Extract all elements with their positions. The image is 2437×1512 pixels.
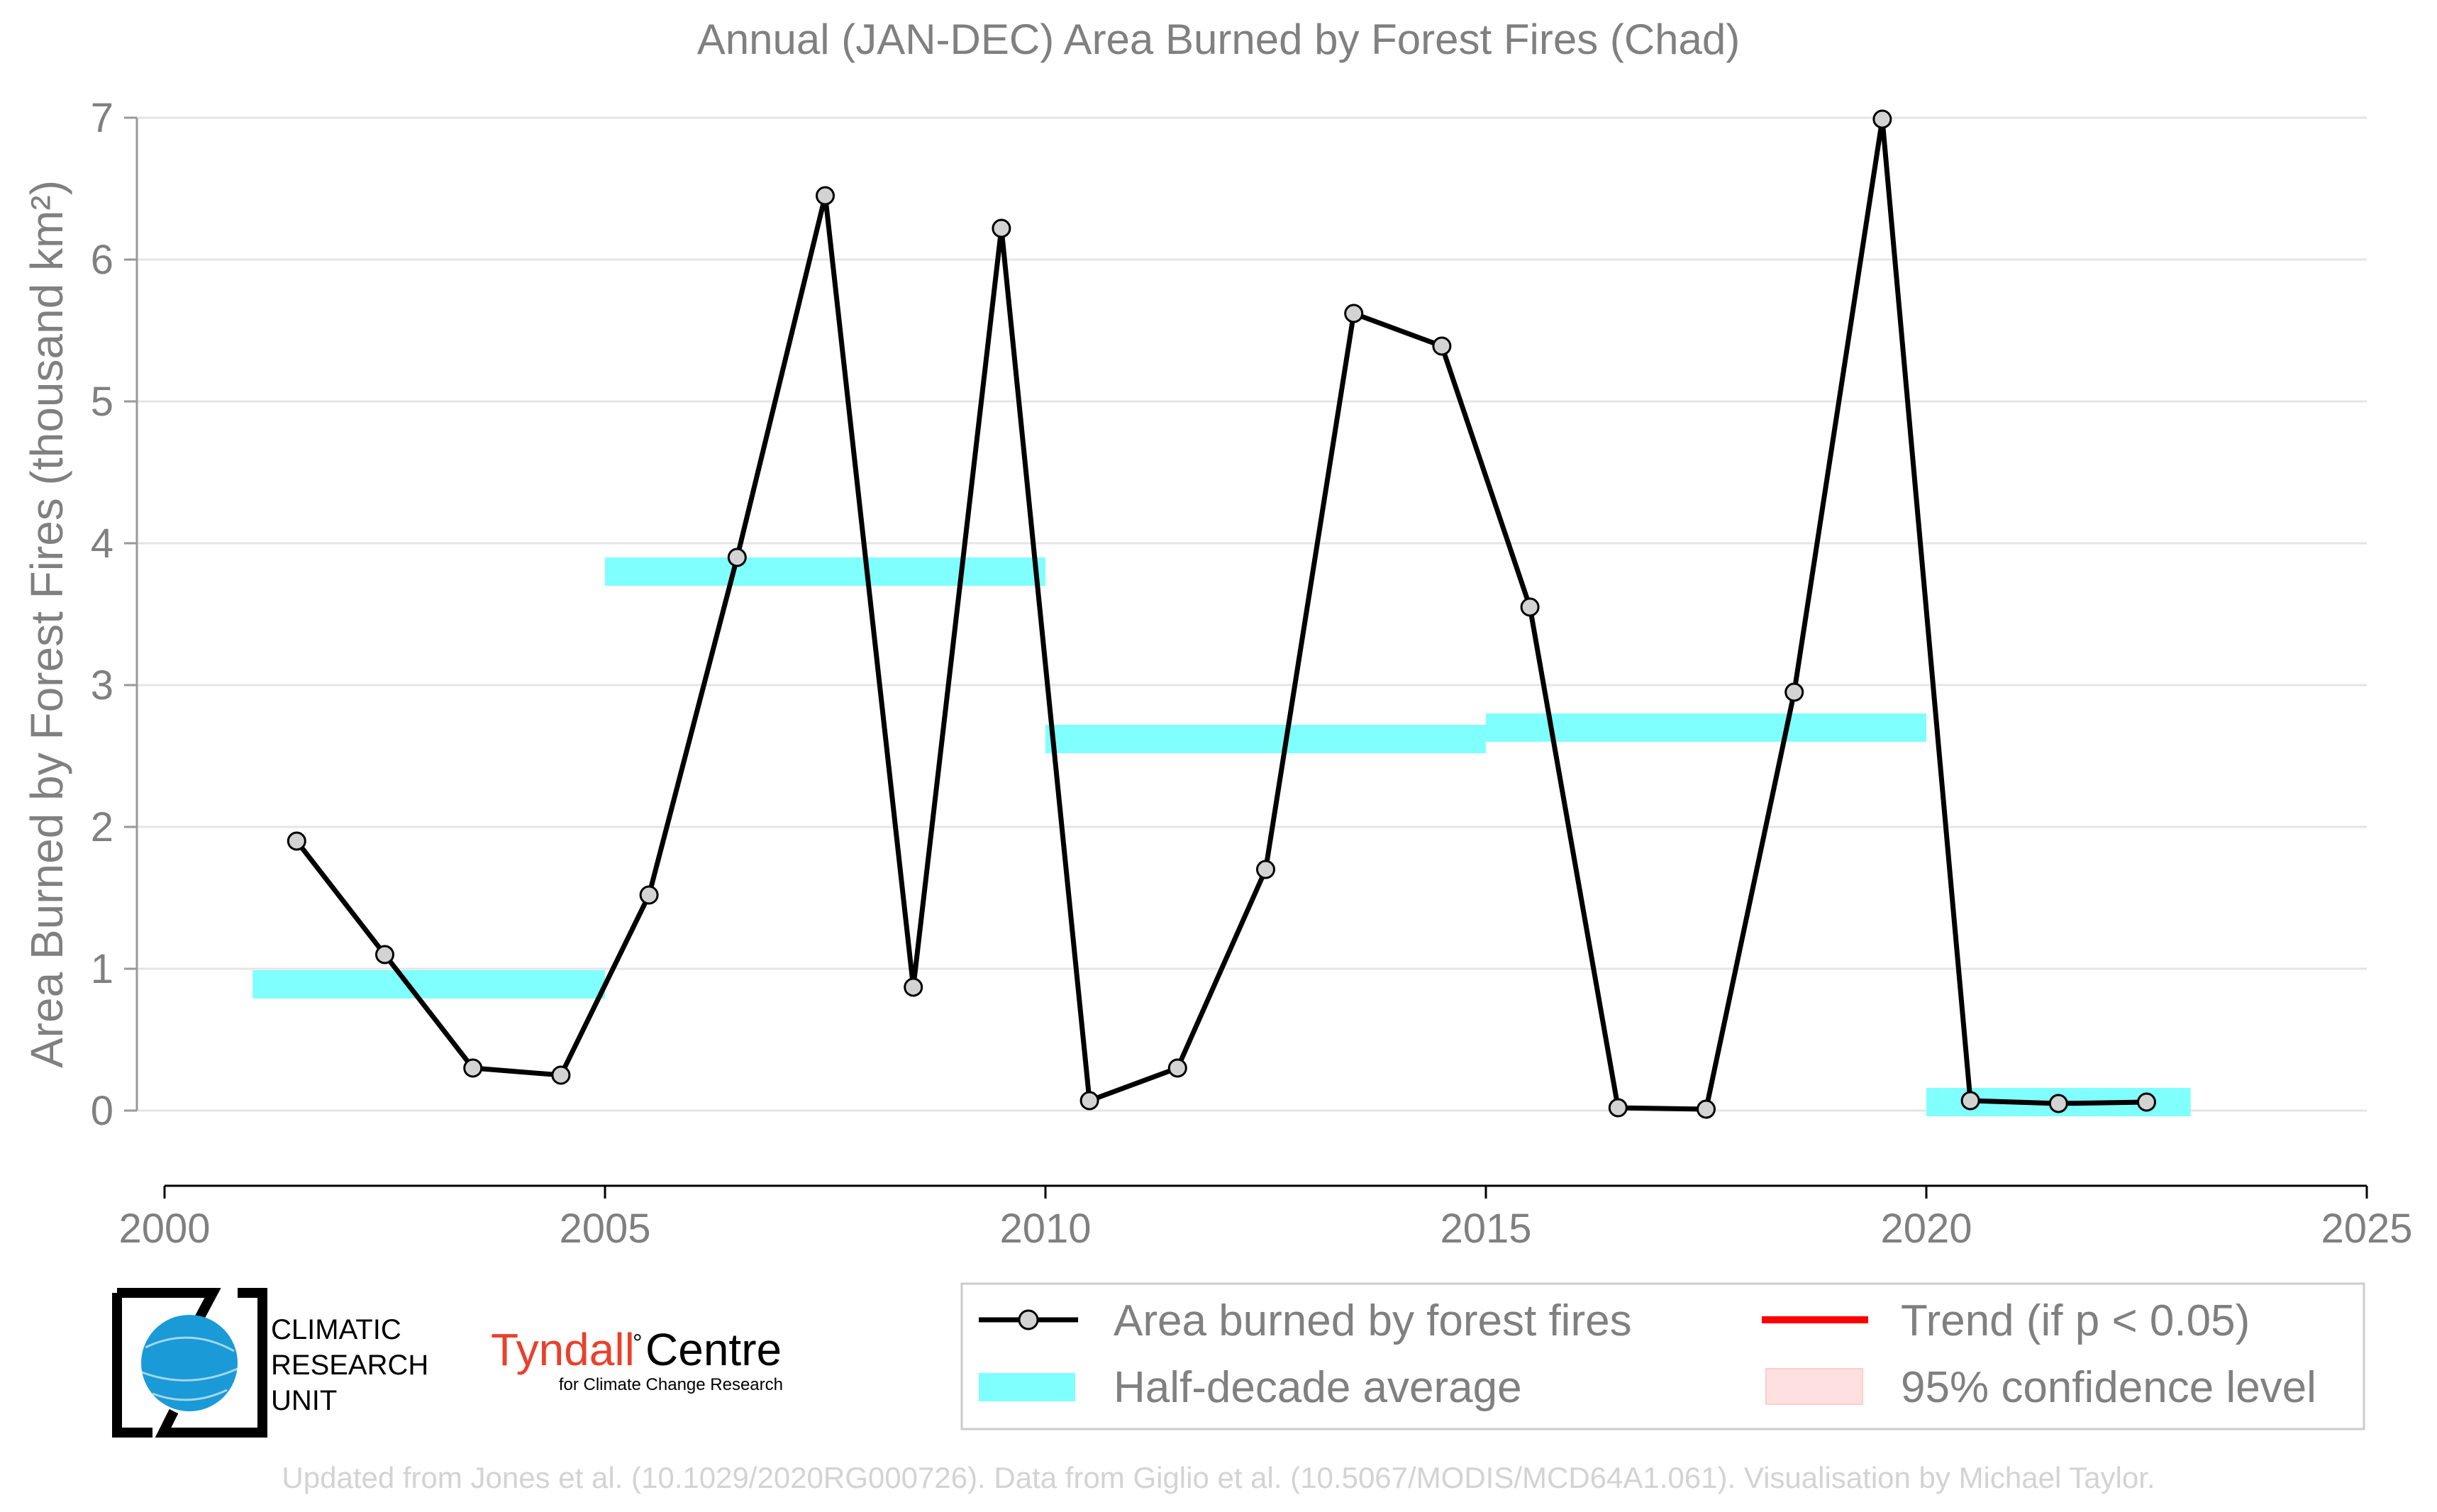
data-point-14 bbox=[1520, 597, 1540, 617]
data-point-3 bbox=[551, 1065, 571, 1085]
half-decade-bar-1 bbox=[605, 557, 1045, 586]
legend-label-half-decade: Half-decade average bbox=[1114, 1363, 1522, 1412]
x-tick-label-2: 2010 bbox=[999, 1206, 1091, 1252]
cru-line-1: CLIMATIC bbox=[271, 1314, 401, 1345]
legend-half-decade-swatch bbox=[979, 1373, 1075, 1401]
y-axis: 0 1 2 3 4 5 6 7 bbox=[91, 95, 138, 1134]
legend-label-confidence: 95% confidence level bbox=[1901, 1363, 2316, 1412]
y-tick-label-6: 6 bbox=[91, 237, 113, 283]
data-point-16 bbox=[1697, 1099, 1716, 1119]
credit-text: Updated from Jones et al. (10.1029/2020R… bbox=[282, 1461, 2155, 1494]
data-point-8 bbox=[992, 218, 1011, 238]
cru-line-2: RESEARCH bbox=[271, 1350, 428, 1381]
data-point-0 bbox=[287, 831, 306, 851]
data-point-12 bbox=[1344, 304, 1364, 323]
x-tick-label-0: 2000 bbox=[118, 1206, 210, 1252]
data-point-20 bbox=[2048, 1094, 2068, 1113]
x-tick-label-4: 2020 bbox=[1880, 1206, 1972, 1252]
y-tick-label-7: 7 bbox=[91, 95, 113, 141]
tyndall-logo: Tyndall ° Centre for Climate Change Rese… bbox=[491, 1324, 783, 1394]
data-point-5 bbox=[727, 547, 747, 567]
legend-label-series: Area burned by forest fires bbox=[1114, 1296, 1632, 1345]
y-tick-label-2: 2 bbox=[91, 804, 113, 850]
y-tick-label-0: 0 bbox=[91, 1088, 113, 1134]
chart-title: Annual (JAN-DEC) Area Burned by Forest F… bbox=[697, 16, 1741, 63]
tyndall-sub: for Climate Change Research bbox=[559, 1375, 783, 1394]
legend-marker-swatch bbox=[1018, 1309, 1039, 1330]
half-decade-bars bbox=[252, 557, 2191, 1116]
cru-line-3: UNIT bbox=[271, 1385, 337, 1416]
x-axis: 2000 2005 2010 2015 2020 2025 bbox=[118, 1184, 2413, 1252]
half-decade-bar-3 bbox=[1486, 713, 1926, 742]
y-tick-label-1: 1 bbox=[91, 946, 113, 992]
x-tick-label-3: 2015 bbox=[1440, 1206, 1531, 1252]
grid-lines bbox=[137, 116, 2367, 1112]
data-point-19 bbox=[1960, 1091, 1980, 1111]
data-point-18 bbox=[1872, 109, 1892, 129]
data-point-9 bbox=[1079, 1091, 1099, 1111]
cru-bracket-left bbox=[112, 1288, 221, 1438]
data-point-21 bbox=[2137, 1092, 2156, 1112]
globe-icon bbox=[141, 1315, 238, 1411]
data-point-13 bbox=[1432, 336, 1452, 356]
data-point-11 bbox=[1256, 860, 1275, 879]
y-tick-label-3: 3 bbox=[91, 662, 113, 708]
cru-bracket-right bbox=[155, 1288, 267, 1438]
legend: Area burned by forest fires Half-decade … bbox=[960, 1282, 2365, 1430]
data-point-15 bbox=[1608, 1098, 1628, 1118]
y-tick-label-4: 4 bbox=[91, 521, 113, 567]
half-decade-bar-0 bbox=[252, 970, 605, 999]
data-point-7 bbox=[904, 977, 923, 997]
area-burned-series bbox=[287, 109, 2156, 1119]
y-tick-label-5: 5 bbox=[91, 379, 113, 425]
tyndall-suffix: Centre bbox=[645, 1324, 782, 1375]
legend-label-trend: Trend (if p < 0.05) bbox=[1901, 1296, 2250, 1345]
y-axis-label: Area Burned by Forest Fires (thousand km… bbox=[21, 180, 72, 1068]
series-line bbox=[294, 116, 2147, 1112]
tyndall-name: Tyndall bbox=[491, 1324, 635, 1375]
legend-confidence-swatch bbox=[1765, 1368, 1863, 1405]
data-point-10 bbox=[1167, 1058, 1187, 1078]
cru-logo: CLIMATIC RESEARCH UNIT bbox=[112, 1288, 428, 1438]
tyndall-degree: ° bbox=[633, 1330, 643, 1357]
globe-lines bbox=[141, 1336, 238, 1401]
data-point-17 bbox=[1784, 682, 1804, 702]
data-point-1 bbox=[375, 945, 394, 965]
data-point-6 bbox=[816, 186, 835, 206]
x-tick-label-5: 2025 bbox=[2321, 1206, 2412, 1252]
half-decade-bar-2 bbox=[1045, 725, 1486, 753]
data-point-4 bbox=[639, 885, 659, 905]
data-point-2 bbox=[463, 1058, 483, 1078]
x-tick-label-1: 2005 bbox=[559, 1206, 650, 1252]
legend-box bbox=[960, 1282, 2365, 1430]
